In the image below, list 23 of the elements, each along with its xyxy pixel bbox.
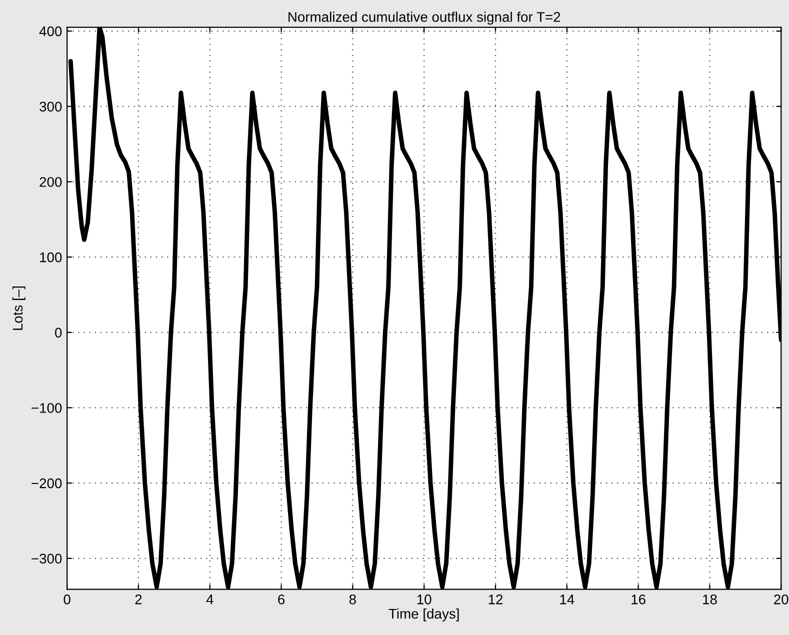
x-tick-label: 10 <box>417 594 432 604</box>
chart-title: Normalized cumulative outflux signal for T=2 <box>288 12 560 25</box>
y-tick-label: 100 <box>40 252 62 262</box>
x-tick-label: 20 <box>774 594 788 604</box>
x-tick-label: 16 <box>632 594 646 604</box>
x-tick-label: 14 <box>560 594 574 604</box>
y-tick-label: 200 <box>40 177 62 187</box>
y-tick-label: −300 <box>32 554 62 564</box>
x-tick-label: 2 <box>135 594 142 604</box>
x-tick-label: 18 <box>703 594 717 604</box>
y-tick-label: 0 <box>55 328 62 338</box>
x-tick-label: 8 <box>349 594 356 604</box>
x-axis-title: Time [days] <box>388 608 459 622</box>
x-tick-label: 0 <box>64 594 70 604</box>
x-tick-label: 4 <box>206 594 214 604</box>
y-tick-label: −200 <box>32 478 62 488</box>
line-series <box>68 27 782 590</box>
y-tick-label: 400 <box>39 26 62 36</box>
y-axis-title: Lots [–] <box>12 286 26 330</box>
y-tick-label: 300 <box>40 102 62 112</box>
x-tick-label: 6 <box>278 594 285 604</box>
y-tick-label: −100 <box>32 403 62 413</box>
x-tick-label: 12 <box>488 594 503 604</box>
